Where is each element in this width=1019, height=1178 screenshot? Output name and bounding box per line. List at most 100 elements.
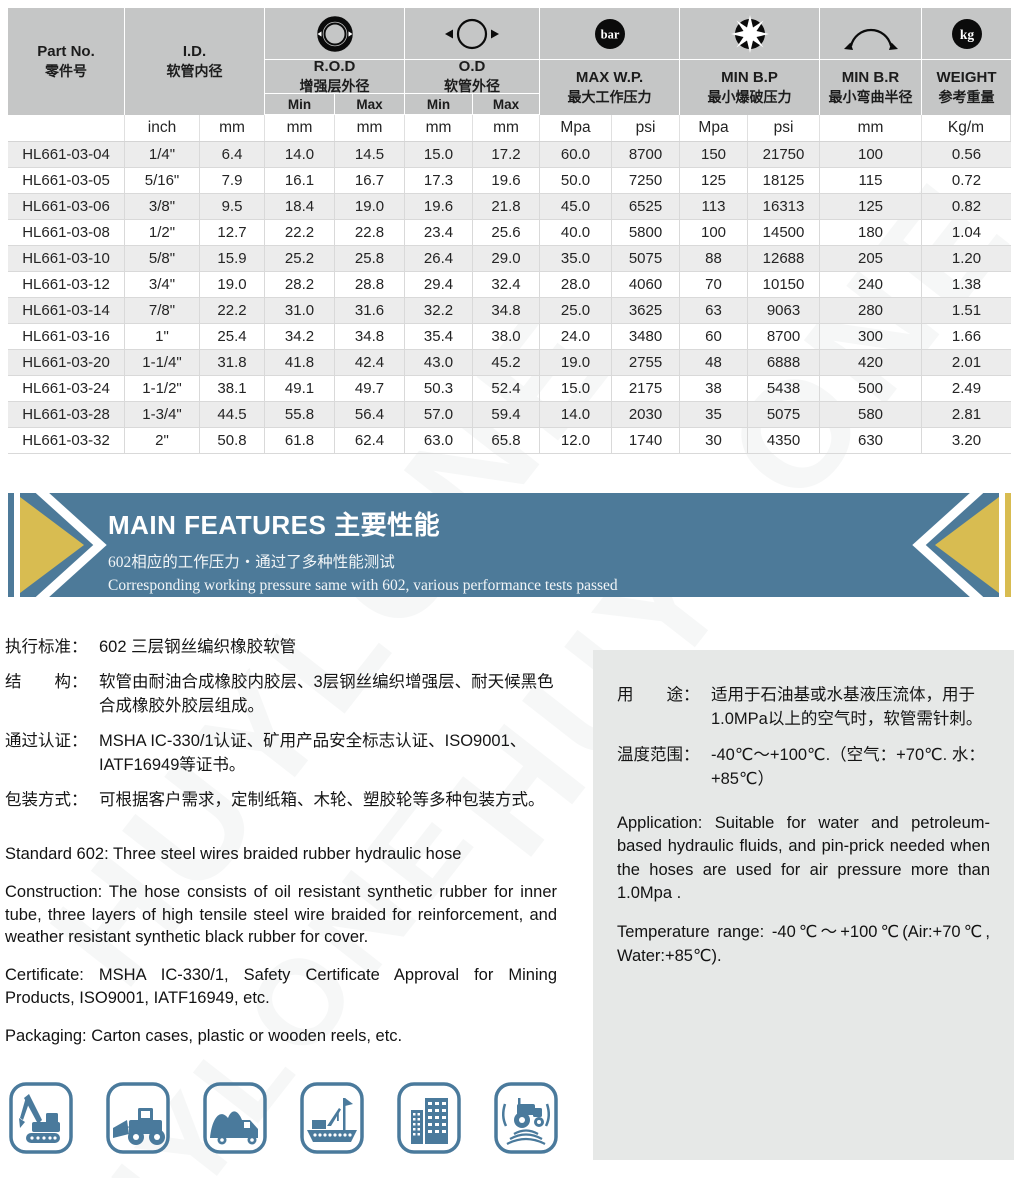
header-part-no: Part No. 零件号 — [8, 8, 125, 115]
spec-paragraph: Packaging: Carton cases, plastic or wood… — [5, 1026, 403, 1045]
value-cell: 35.4 — [405, 324, 473, 349]
table-row: HL661-03-24 1-1/2" 38.1 49.1 49.7 50.3 52.4 15.… — [8, 376, 1011, 402]
spec-paragraph: Application: Suitable for water and petr… — [617, 813, 990, 902]
value-cell: 49.7 — [335, 376, 405, 401]
value-cell: 1-1/2" — [125, 376, 200, 401]
header-bp-en: MIN B.P — [721, 69, 778, 87]
unit-cell: mm — [405, 115, 473, 141]
value-cell: 43.0 — [405, 350, 473, 375]
unit-cell: mm — [335, 115, 405, 141]
value-cell: 6525 — [612, 194, 680, 219]
value-cell: 0.72 — [951, 172, 982, 189]
value-cell: 56.4 — [335, 402, 405, 427]
chevron-left-decoration — [20, 493, 107, 597]
specs-right-panel: 用 途： 适用于石油基或水基液压流体，用于1.0MPa以上的空气时，软管需针刺。温… — [593, 650, 1014, 1160]
value-cell: 28.8 — [335, 272, 405, 297]
value-cell: 580 — [820, 402, 922, 427]
part-no-cell: HL661-03-06 — [8, 194, 125, 219]
value-cell: 60 — [680, 324, 748, 349]
header-id-zh: 软管内径 — [166, 62, 223, 79]
spec-row: 结 构： 软管由耐油合成橡胶内胶层、3层钢丝编织增强层、耐天候黑色合成橡胶外胶层组… — [5, 671, 561, 719]
value-cell: 19.0 — [540, 350, 612, 375]
value-cell: 31.8 — [200, 350, 265, 375]
unit-cell: mm — [820, 115, 922, 141]
tractor-icon — [494, 1082, 558, 1154]
table-row: HL661-03-16 1" 25.4 34.2 34.8 35.4 38.0 24.0 348… — [8, 324, 1011, 350]
value-cell: 1/4" — [125, 142, 200, 167]
value-cell: 57.0 — [405, 402, 473, 427]
banner-subtitle-en: Corresponding working pressure same with… — [108, 577, 618, 595]
header-weight-zh: 参考重量 — [938, 88, 995, 105]
value-cell: 1.38 — [951, 276, 982, 293]
spec-label: 温度范围： — [617, 745, 700, 764]
value-cell: 2175 — [612, 376, 680, 401]
spec-paragraph: Construction: The hose consists of oil r… — [5, 882, 557, 947]
value-cell: 1.51 — [951, 302, 982, 319]
wheel-loader-icon — [106, 1082, 170, 1154]
bar-pressure-icon: bar — [540, 8, 680, 60]
value-cell: 113 — [680, 194, 748, 219]
value-cell: 31.0 — [265, 298, 335, 323]
header-od-zh: 软管外径 — [444, 77, 500, 94]
part-no-cell: HL661-03-04 — [8, 142, 125, 167]
value-cell: 2" — [125, 428, 200, 453]
spec-label: 结 构： — [5, 672, 88, 691]
unit-cell — [8, 115, 125, 141]
value-cell: 15.9 — [200, 246, 265, 271]
specs-chinese-left: 执行标准： 602 三层钢丝编织橡胶软管结 构： 软管由耐油合成橡胶内胶层、3层钢丝… — [5, 636, 561, 824]
value-cell: 5/16" — [125, 168, 200, 193]
spec-table: Part No. 零件号 I.D. 软管内径 — [8, 8, 1011, 454]
value-cell: 280 — [820, 298, 922, 323]
value-cell: 34.2 — [265, 324, 335, 349]
header-od: O.D 软管外径 — [405, 58, 540, 94]
unit-cell: mm — [265, 115, 335, 141]
value-cell: 3/4" — [125, 272, 200, 297]
table-row: HL661-03-32 2" 50.8 61.8 62.4 63.0 65.8 12.0 174… — [8, 428, 1011, 454]
header-rod-min: Min — [265, 94, 335, 114]
value-cell: 5075 — [612, 246, 680, 271]
building-icon — [397, 1082, 461, 1154]
value-cell: 17.3 — [405, 168, 473, 193]
value-cell: 25.6 — [473, 220, 540, 245]
spec-row: 用 途： 适用于石油基或水基液压流体，用于1.0MPa以上的空气时，软管需针刺。 — [617, 684, 990, 732]
header-id-en: I.D. — [182, 43, 207, 61]
value-cell: 125 — [680, 168, 748, 193]
banner-right-stripe — [1005, 493, 1011, 597]
spec-text: MSHA IC-330/1认证、矿用产品安全标志认证、ISO9001、IATF1… — [99, 731, 527, 774]
value-cell: 26.4 — [405, 246, 473, 271]
value-cell: 34.8 — [335, 324, 405, 349]
value-cell: 1.04 — [951, 224, 982, 241]
value-cell: 2.81 — [951, 406, 982, 423]
unit-cell: mm — [200, 115, 265, 141]
value-cell: 3/8" — [125, 194, 200, 219]
spec-paragraph: Temperature range: -40℃～+100℃(Air:+70℃, … — [617, 923, 990, 965]
specs-chinese-right: 用 途： 适用于石油基或水基液压流体，用于1.0MPa以上的空气时，软管需针刺。温… — [617, 684, 990, 792]
spec-text: 适用于石油基或水基液压流体，用于1.0MPa以上的空气时，软管需针刺。 — [711, 686, 983, 728]
value-cell: 240 — [820, 272, 922, 297]
header-weight: WEIGHT 参考重量 — [922, 60, 1011, 115]
value-cell: 16313 — [748, 194, 820, 219]
unit-cell: mm — [473, 115, 540, 141]
header-rod-max: Max — [335, 94, 405, 114]
value-cell: 15.0 — [405, 142, 473, 167]
value-cell: 65.8 — [473, 428, 540, 453]
part-no-cell: HL661-03-24 — [8, 376, 125, 401]
spec-label: 用 途： — [617, 686, 700, 704]
value-cell: 29.4 — [405, 272, 473, 297]
excavator-icon — [9, 1082, 73, 1154]
value-cell: 59.4 — [473, 402, 540, 427]
value-cell: 31.6 — [335, 298, 405, 323]
value-cell: 300 — [820, 324, 922, 349]
header-rod-en: R.O.D — [313, 58, 356, 76]
value-cell: 0.56 — [951, 146, 982, 163]
value-cell: 1" — [125, 324, 200, 349]
value-cell: 50.3 — [405, 376, 473, 401]
part-no-cell: HL661-03-12 — [8, 272, 125, 297]
outer-diameter-icon — [405, 8, 540, 60]
value-cell: 1.66 — [951, 328, 982, 345]
table-body: HL661-03-04 1/4" 6.4 14.0 14.5 15.0 17.2 60.0 87… — [8, 142, 1011, 454]
value-cell: 4060 — [612, 272, 680, 297]
value-cell: 32.4 — [473, 272, 540, 297]
table-row: HL661-03-10 5/8" 15.9 25.2 25.8 26.4 29.0 35.0 5… — [8, 246, 1011, 272]
header-bp: MIN B.P 最小爆破压力 — [680, 60, 820, 115]
